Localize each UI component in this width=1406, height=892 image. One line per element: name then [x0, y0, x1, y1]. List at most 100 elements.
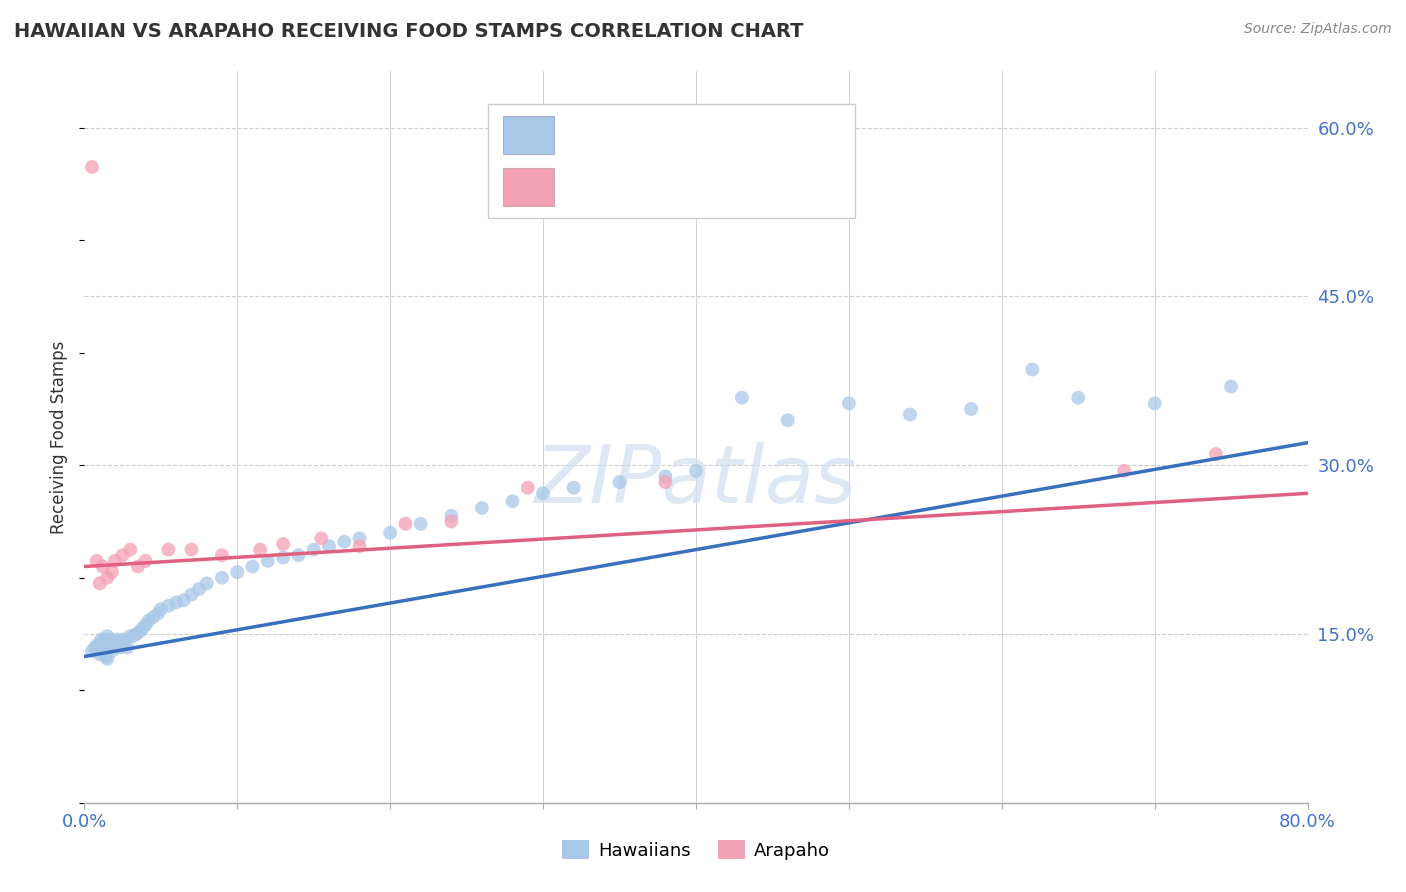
Point — [101, 565, 124, 579]
Point — [122, 629, 145, 643]
Point — [1021, 362, 1043, 376]
Point — [94, 649, 117, 664]
Point — [89, 647, 111, 661]
Point — [110, 636, 132, 650]
Point — [135, 554, 157, 568]
Point — [90, 632, 112, 647]
Point — [380, 525, 402, 540]
Point — [104, 636, 127, 650]
Point — [91, 636, 114, 650]
Point — [91, 640, 114, 655]
Point — [440, 508, 463, 523]
Point — [1220, 379, 1243, 393]
Point — [440, 515, 463, 529]
Point — [226, 565, 249, 579]
Point — [138, 614, 160, 628]
Point — [80, 160, 103, 174]
Point — [188, 582, 211, 596]
Point — [91, 559, 114, 574]
Point — [128, 624, 150, 639]
Point — [111, 632, 134, 647]
Point — [97, 638, 120, 652]
Point — [115, 640, 138, 655]
Point — [685, 464, 707, 478]
Point — [180, 588, 202, 602]
Y-axis label: Receiving Food Stamps: Receiving Food Stamps — [51, 341, 69, 533]
Point — [471, 500, 494, 515]
Point — [898, 408, 921, 422]
Point — [80, 644, 103, 658]
Point — [776, 413, 799, 427]
Point — [120, 542, 142, 557]
Point — [180, 542, 202, 557]
Point — [86, 554, 108, 568]
Point — [87, 642, 110, 657]
Point — [103, 638, 125, 652]
Point — [349, 532, 371, 546]
Point — [127, 559, 149, 574]
Point — [146, 607, 169, 621]
Point — [142, 610, 165, 624]
Point — [654, 469, 676, 483]
Point — [257, 554, 280, 568]
Point — [108, 640, 131, 655]
Point — [107, 638, 129, 652]
Point — [120, 629, 142, 643]
Point — [609, 475, 631, 489]
Point — [349, 539, 371, 553]
Point — [211, 548, 233, 562]
Point — [287, 548, 309, 562]
Point — [135, 618, 157, 632]
Point — [101, 644, 124, 658]
Point — [311, 532, 333, 546]
Point — [409, 516, 432, 531]
Point — [131, 621, 153, 635]
Point — [242, 559, 264, 574]
Point — [157, 599, 180, 613]
Point — [149, 602, 172, 616]
Point — [731, 391, 754, 405]
Point — [302, 542, 325, 557]
Point — [98, 632, 121, 647]
Point — [112, 638, 135, 652]
Point — [104, 554, 127, 568]
Point — [93, 632, 115, 647]
Point — [249, 542, 271, 557]
Point — [89, 576, 111, 591]
Point — [173, 593, 195, 607]
Point — [654, 475, 676, 489]
Point — [271, 550, 294, 565]
Point — [96, 571, 118, 585]
Text: HAWAIIAN VS ARAPAHO RECEIVING FOOD STAMPS CORRELATION CHART: HAWAIIAN VS ARAPAHO RECEIVING FOOD STAMP… — [14, 22, 804, 41]
Point — [960, 401, 983, 416]
Point — [211, 571, 233, 585]
Point — [111, 548, 134, 562]
Point — [333, 534, 356, 549]
Point — [96, 652, 118, 666]
Point — [195, 576, 218, 591]
Point — [271, 537, 294, 551]
Text: Source: ZipAtlas.com: Source: ZipAtlas.com — [1244, 22, 1392, 37]
Point — [125, 627, 148, 641]
Point — [1114, 464, 1136, 478]
Legend: Hawaiians, Arapaho: Hawaiians, Arapaho — [555, 833, 837, 867]
Point — [105, 632, 128, 647]
Text: ZIPatlas: ZIPatlas — [534, 442, 858, 520]
Point — [157, 542, 180, 557]
Point — [394, 516, 416, 531]
Point — [1067, 391, 1090, 405]
Point — [114, 632, 136, 647]
Point — [562, 481, 585, 495]
Point — [84, 640, 107, 655]
Point — [502, 494, 524, 508]
Point — [86, 638, 108, 652]
Point — [165, 595, 187, 609]
Point — [838, 396, 860, 410]
Point — [1205, 447, 1227, 461]
Point — [96, 629, 118, 643]
Point — [516, 481, 538, 495]
Point — [531, 486, 554, 500]
Point — [1143, 396, 1166, 410]
Point — [89, 638, 111, 652]
Point — [318, 539, 340, 553]
